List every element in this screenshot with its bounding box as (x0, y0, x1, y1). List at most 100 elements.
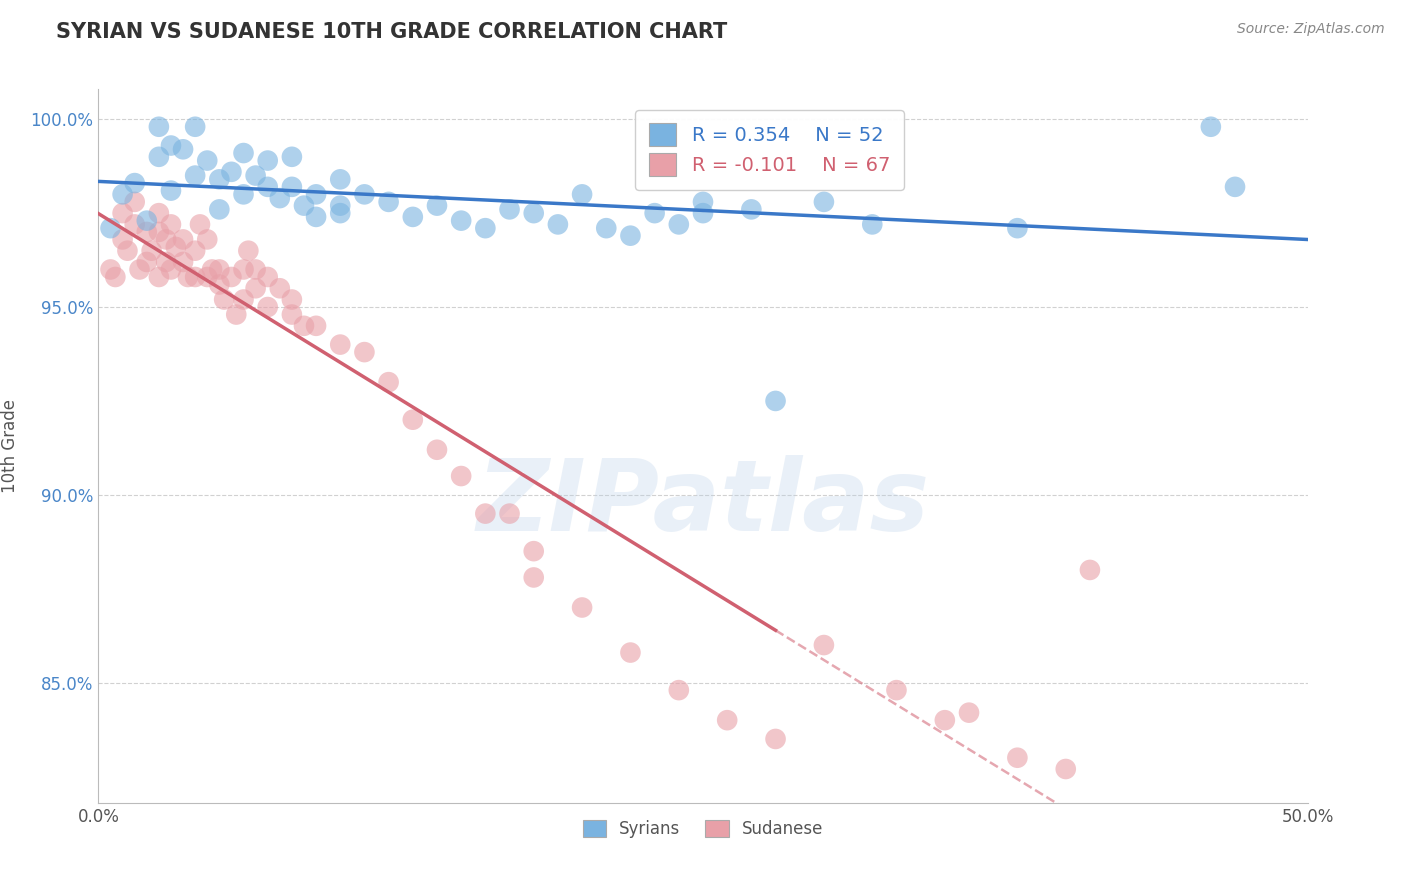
Point (292, 199, 315, 213)
Point (232, 262, 254, 277)
Point (1078, 563, 1101, 577)
Point (201, 262, 224, 277)
Point (619, 646, 641, 660)
Point (208, 202, 231, 217)
Point (305, 187, 328, 202)
Y-axis label: 10th Grade: 10th Grade (1, 399, 20, 493)
Point (135, 213, 157, 227)
Point (184, 270, 207, 285)
Point (124, 218, 146, 232)
Point (329, 199, 352, 213)
Point (155, 232, 177, 246)
Point (232, 187, 254, 202)
Point (212, 293, 235, 307)
Point (1223, 179, 1246, 194)
Point (195, 270, 218, 285)
Point (644, 206, 666, 220)
Point (353, 187, 375, 202)
Point (245, 262, 267, 277)
Point (172, 232, 194, 246)
Point (934, 713, 956, 727)
Point (860, 218, 883, 232)
Point (523, 544, 546, 558)
Legend: Syrians, Sudanese: Syrians, Sudanese (576, 813, 830, 845)
Point (111, 187, 134, 202)
Point (523, 206, 546, 220)
Point (547, 218, 569, 232)
Point (172, 255, 194, 269)
Point (124, 194, 146, 209)
Point (148, 150, 170, 164)
Point (450, 469, 472, 483)
Point (221, 270, 243, 285)
Point (595, 221, 617, 235)
Point (377, 194, 399, 209)
Point (160, 138, 183, 153)
Point (668, 218, 690, 232)
Point (225, 308, 247, 322)
Point (305, 318, 328, 333)
Point (256, 179, 278, 194)
Point (135, 255, 157, 269)
Point (232, 146, 254, 161)
Point (474, 221, 496, 235)
Text: ZIPatlas: ZIPatlas (477, 455, 929, 551)
Point (256, 270, 278, 285)
Point (208, 262, 231, 277)
Point (692, 206, 714, 220)
Point (813, 638, 835, 652)
Point (160, 218, 183, 232)
Point (498, 507, 520, 521)
Point (195, 153, 218, 168)
Point (765, 393, 787, 408)
Point (245, 281, 267, 295)
Point (1007, 221, 1029, 235)
Point (148, 225, 170, 239)
Point (692, 194, 714, 209)
Point (329, 206, 352, 220)
Point (402, 413, 425, 427)
Point (498, 202, 520, 217)
Point (957, 706, 980, 720)
Point (208, 277, 231, 292)
Point (256, 153, 278, 168)
Point (281, 293, 304, 307)
Text: SYRIAN VS SUDANESE 10TH GRADE CORRELATION CHART: SYRIAN VS SUDANESE 10TH GRADE CORRELATIO… (56, 22, 727, 42)
Point (1054, 762, 1077, 776)
Point (426, 199, 449, 213)
Text: Source: ZipAtlas.com: Source: ZipAtlas.com (1237, 22, 1385, 37)
Point (269, 281, 291, 295)
Point (160, 262, 183, 277)
Point (353, 345, 375, 359)
Point (474, 507, 496, 521)
Point (329, 337, 352, 351)
Point (111, 232, 134, 246)
Point (450, 213, 472, 227)
Point (305, 210, 328, 224)
Point (281, 150, 304, 164)
Point (195, 232, 218, 246)
Point (571, 600, 593, 615)
Point (111, 206, 134, 220)
Point (100, 221, 122, 235)
Point (117, 244, 139, 258)
Point (160, 184, 183, 198)
Point (184, 169, 207, 183)
Point (523, 570, 546, 584)
Point (184, 120, 207, 134)
Point (135, 225, 157, 239)
Point (104, 270, 127, 285)
Point (377, 375, 399, 389)
Point (668, 683, 690, 698)
Point (619, 228, 641, 243)
Point (165, 240, 187, 254)
Point (128, 262, 150, 277)
Point (238, 244, 260, 258)
Point (292, 318, 315, 333)
Point (329, 172, 352, 186)
Point (100, 262, 122, 277)
Point (155, 255, 177, 269)
Point (765, 731, 787, 746)
Point (148, 270, 170, 285)
Point (281, 179, 304, 194)
